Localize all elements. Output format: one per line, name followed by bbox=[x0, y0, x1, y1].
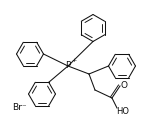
Text: Br⁻: Br⁻ bbox=[12, 103, 27, 113]
Text: P: P bbox=[65, 61, 71, 71]
Text: +: + bbox=[71, 58, 76, 64]
Text: HO: HO bbox=[117, 106, 129, 116]
Text: O: O bbox=[121, 81, 128, 89]
